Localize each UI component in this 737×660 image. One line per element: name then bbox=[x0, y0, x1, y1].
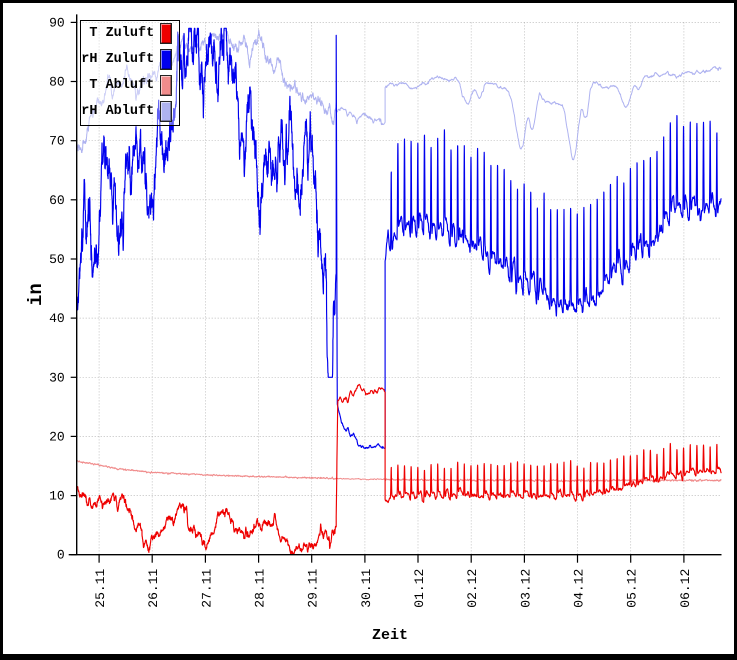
svg-text:04.12: 04.12 bbox=[572, 569, 587, 608]
svg-text:90: 90 bbox=[49, 15, 65, 30]
svg-text:40: 40 bbox=[49, 311, 65, 326]
svg-text:25.11: 25.11 bbox=[93, 569, 108, 608]
svg-text:02.12: 02.12 bbox=[465, 569, 480, 608]
svg-text:06.12: 06.12 bbox=[678, 569, 693, 608]
svg-text:03.12: 03.12 bbox=[518, 569, 533, 608]
svg-text:30: 30 bbox=[49, 370, 65, 385]
svg-text:28.11: 28.11 bbox=[253, 569, 268, 608]
svg-text:60: 60 bbox=[49, 193, 65, 208]
svg-text:30.11: 30.11 bbox=[359, 569, 374, 608]
svg-text:20: 20 bbox=[49, 429, 65, 444]
svg-text:80: 80 bbox=[49, 75, 65, 90]
svg-text:01.12: 01.12 bbox=[412, 569, 427, 608]
svg-text:29.11: 29.11 bbox=[306, 569, 321, 608]
svg-text:50: 50 bbox=[49, 252, 65, 267]
svg-text:27.11: 27.11 bbox=[199, 569, 214, 608]
svg-text:70: 70 bbox=[49, 134, 65, 149]
svg-text:10: 10 bbox=[49, 489, 65, 504]
svg-text:0: 0 bbox=[57, 548, 65, 563]
svg-text:26.11: 26.11 bbox=[146, 569, 161, 608]
svg-text:05.12: 05.12 bbox=[625, 569, 640, 608]
